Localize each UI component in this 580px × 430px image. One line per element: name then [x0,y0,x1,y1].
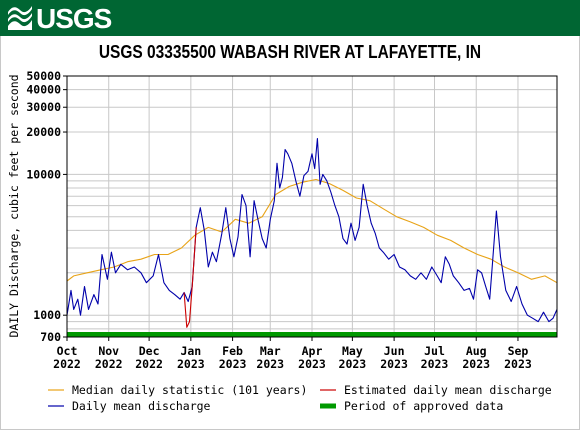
x-tick-year-label: 2023 [219,357,247,371]
daily-mean-discharge-line [66,137,558,323]
chart-title: USGS 03335500 WABASH RIVER AT LAFAYETTE,… [98,42,482,62]
x-tick-label: Nov [98,344,119,358]
y-tick-label: 10000 [26,167,61,181]
x-tick-year-label: 2023 [298,357,326,371]
x-tick-year-label: 2022 [135,357,163,371]
x-tick-year-label: 2023 [256,357,284,371]
x-tick-label: Oct [57,344,78,358]
chart-legend: Median daily statistic (101 years) Estima… [48,383,552,413]
x-tick-label: Dec [139,344,160,358]
x-tick-label: Mar [260,344,281,358]
x-tick-label: Jun [384,344,405,358]
x-tick-label: Sep [508,344,529,358]
legend-label: Estimated daily mean discharge [344,383,552,397]
estimated-daily-mean-discharge-line [183,227,197,328]
chart-grid [67,76,557,337]
usgs-logo-text: USGS [36,3,112,34]
x-tick-label: Jul [424,344,445,358]
y-tick-label: 1000 [33,308,61,322]
x-tick-label: May [342,344,363,358]
y-tick-label: 700 [40,330,61,344]
legend-label: Daily mean discharge [72,399,211,413]
x-tick-year-label: 2023 [380,357,408,371]
x-tick-year-label: 2023 [339,357,367,371]
x-tick-year-label: 2022 [53,357,81,371]
x-tick-label: Apr [302,344,323,358]
x-tick-year-label: 2023 [421,357,449,371]
x-tick-label: Aug [466,344,487,358]
x-tick-year-label: 2023 [177,357,205,371]
y-tick-label: 50000 [26,69,61,83]
x-tick-label: Jan [180,344,201,358]
legend-label: Median daily statistic (101 years) [72,383,307,397]
y-tick-label: 40000 [26,83,61,97]
x-tick-year-label: 2023 [504,357,532,371]
x-tick-year-label: 2022 [95,357,123,371]
legend-label: Period of approved data [344,399,503,413]
y-tick-label: 20000 [26,125,61,139]
x-tick-year-label: 2023 [462,357,490,371]
y-tick-label: 30000 [26,100,61,114]
usgs-wave-logo-icon [8,6,32,30]
median-daily-statistic-101-years-line [66,178,558,284]
x-ticks: Oct2022Nov2022Dec2022Jan2023Feb2023Mar20… [53,337,532,371]
usgs-banner: USGS [0,0,580,36]
x-tick-label: Feb [222,344,243,358]
chart-series [66,137,558,337]
